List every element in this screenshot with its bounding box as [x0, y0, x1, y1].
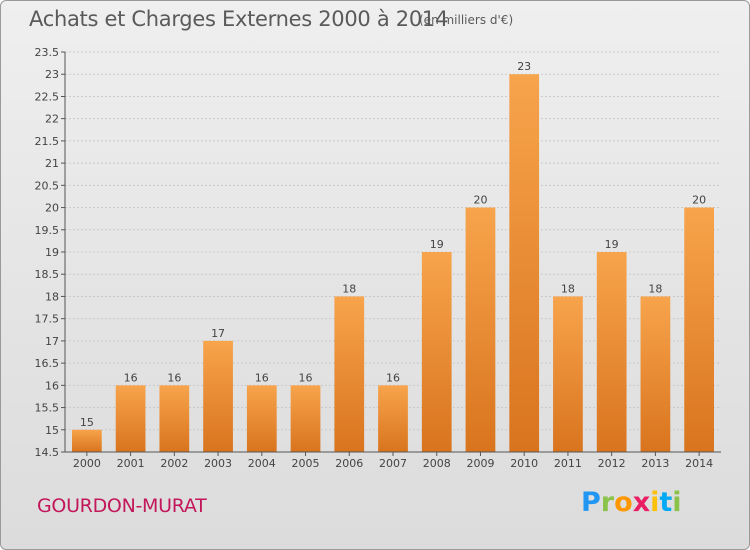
bar — [596, 252, 627, 452]
logo-letter: i — [650, 487, 660, 518]
y-tick-label: 15.5 — [35, 402, 60, 415]
bar — [203, 340, 233, 452]
x-tick-label: 2006 — [335, 457, 363, 470]
x-tick-label: 2001 — [117, 457, 145, 470]
logo-letter: x — [632, 487, 651, 518]
y-tick-label: 16 — [45, 379, 59, 392]
chart-title: Achats et Charges Externes 2000 à 2014 — [29, 7, 449, 31]
bar — [684, 207, 715, 452]
y-tick-label: 17.5 — [35, 313, 60, 326]
x-tick-label: 2007 — [379, 457, 407, 470]
bar — [421, 252, 452, 452]
y-tick-label: 23.5 — [35, 46, 60, 59]
data-labels: 15 16 16 17 16 16 18 16 19 20 23 18 19 18 20 — [80, 60, 706, 429]
data-label: 16 — [167, 371, 181, 384]
data-label: 17 — [211, 327, 225, 340]
x-tick-label: 2000 — [73, 457, 101, 470]
y-tick-label: 23 — [45, 68, 59, 81]
bar — [378, 385, 408, 452]
data-label: 20 — [473, 194, 487, 207]
chart-subtitle: (en milliers d'€) — [419, 13, 514, 27]
y-tick-label: 19.5 — [35, 224, 60, 237]
logo-letter: r — [600, 487, 615, 518]
bar — [159, 385, 190, 452]
y-tick-label: 18.5 — [35, 268, 60, 281]
data-label: 18 — [648, 282, 662, 295]
x-tick-label: 2008 — [423, 457, 451, 470]
y-tick-label: 14.5 — [35, 446, 60, 459]
y-tick-label: 20.5 — [35, 179, 60, 192]
x-tick-label: 2012 — [598, 457, 626, 470]
y-tick-label: 15 — [45, 424, 59, 437]
bar — [553, 296, 583, 452]
data-label: 16 — [386, 371, 400, 384]
y-tick-labels: 14.5 15 15.5 16 16.5 17 17.5 18 18.5 19 19.5 20 20.5… — [35, 46, 65, 459]
x-tick-labels: 2000 2001 2002 2003 2004 2005 2006 2007 2008 2009… — [73, 452, 713, 470]
bar — [465, 207, 496, 452]
bar — [290, 385, 321, 452]
x-tick-label: 2014 — [685, 457, 713, 470]
x-tick-label: 2003 — [204, 457, 232, 470]
logo-letter: P — [581, 487, 601, 518]
x-tick-label: 2009 — [466, 457, 494, 470]
y-tick-label: 18 — [45, 290, 59, 303]
x-tick-label: 2010 — [510, 457, 538, 470]
y-tick-label: 21 — [45, 157, 59, 170]
bar — [246, 385, 277, 452]
data-label: 16 — [299, 371, 313, 384]
x-tick-label: 2004 — [248, 457, 276, 470]
bar — [640, 296, 671, 452]
bar — [334, 296, 365, 452]
bars — [71, 74, 715, 452]
data-label: 18 — [561, 282, 575, 295]
data-label: 19 — [430, 238, 444, 251]
x-tick-label: 2005 — [292, 457, 320, 470]
logo-letter: i — [672, 487, 682, 518]
x-tick-label: 2013 — [641, 457, 669, 470]
x-tick-label: 2011 — [554, 457, 582, 470]
y-tick-label: 21.5 — [35, 135, 60, 148]
data-label: 18 — [342, 282, 356, 295]
bar — [71, 429, 102, 452]
proxiti-logo: Proxiti — [581, 487, 682, 518]
y-tick-label: 19 — [45, 246, 59, 259]
logo-letter: t — [659, 487, 673, 518]
logo-letter: o — [614, 487, 633, 518]
data-label: 16 — [124, 371, 138, 384]
data-label: 16 — [255, 371, 269, 384]
y-tick-label: 22.5 — [35, 90, 60, 103]
y-tick-label: 22 — [45, 113, 59, 126]
y-tick-label: 16.5 — [35, 357, 60, 370]
data-label: 20 — [692, 194, 706, 207]
data-label: 15 — [80, 416, 94, 429]
y-tick-label: 17 — [45, 335, 59, 348]
data-label: 19 — [605, 238, 619, 251]
commune-name: GOURDON-MURAT — [37, 495, 207, 517]
bar — [509, 74, 540, 452]
bar — [115, 385, 146, 452]
x-tick-label: 2002 — [160, 457, 188, 470]
data-label: 23 — [517, 60, 531, 73]
y-tick-label: 20 — [45, 202, 59, 215]
